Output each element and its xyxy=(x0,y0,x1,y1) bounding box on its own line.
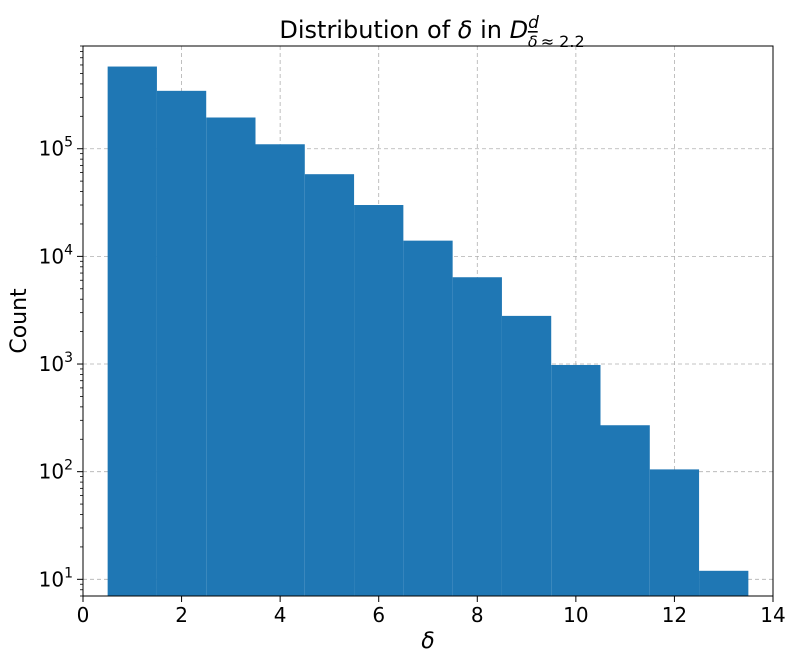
histogram-bar xyxy=(551,364,601,596)
histogram-bar xyxy=(452,277,502,596)
histogram-bar xyxy=(403,240,453,596)
histogram-bar xyxy=(354,205,404,597)
x-tick-label: 14 xyxy=(760,603,785,627)
y-tick-label: 102 xyxy=(39,458,73,484)
y-tick-label: 103 xyxy=(39,350,73,376)
x-axis-label: δ xyxy=(421,629,434,654)
histogram-bar xyxy=(649,469,700,596)
y-tick-label: 101 xyxy=(39,565,73,591)
histogram-bar xyxy=(501,315,552,596)
histogram-bar xyxy=(699,570,749,596)
y-tick-label: 104 xyxy=(39,242,73,268)
histogram-bar xyxy=(206,117,256,596)
x-tick-label: 12 xyxy=(662,603,687,627)
bars xyxy=(107,66,749,597)
histogram-bar xyxy=(304,174,355,596)
chart-title: Distribution of δ in Dd δ ≈ 2.2 xyxy=(279,13,584,51)
histogram-bar xyxy=(255,144,305,597)
plot-frame xyxy=(82,45,774,597)
x-tick-label: 8 xyxy=(471,603,484,627)
x-tick-label: 6 xyxy=(372,603,385,627)
x-axis-ticks: 0 2 4 6 8 10 12 14 xyxy=(77,596,786,627)
y-axis-ticks: 101 102 103 104 105 xyxy=(39,135,83,591)
x-tick-label: 0 xyxy=(77,603,90,627)
y-axis-label: Count xyxy=(7,288,32,354)
x-tick-label: 2 xyxy=(175,603,188,627)
histogram-bar xyxy=(156,90,207,596)
histogram-bar xyxy=(600,425,650,596)
y-tick-label: 105 xyxy=(39,135,73,161)
x-tick-label: 10 xyxy=(563,603,588,627)
histogram-bar xyxy=(107,66,157,597)
x-tick-label: 4 xyxy=(274,603,287,627)
